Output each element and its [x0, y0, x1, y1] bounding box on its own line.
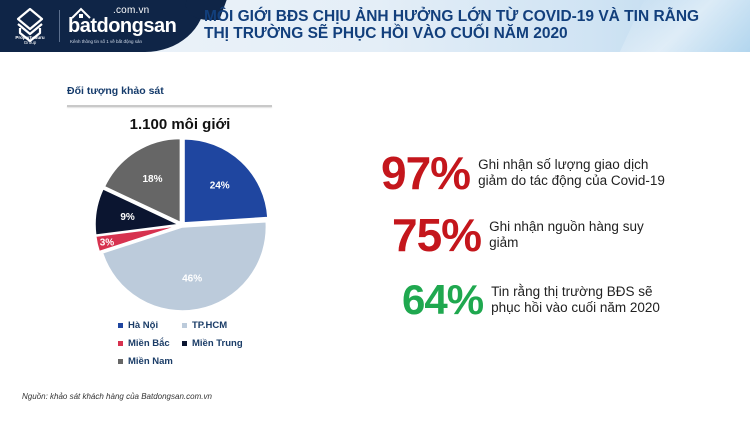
pie-slice-h-n-i — [183, 138, 269, 224]
pie-slice-mi-n-b-c — [94, 224, 180, 253]
pie-slice-label: 24% — [210, 180, 230, 191]
stat-transactions-decline: 97% Ghi nhận số lượng giao dịch giảm do … — [381, 150, 688, 196]
pie-slice-mi-n-nam — [103, 137, 182, 224]
legend-item-tp-hcm: TP.HCM — [182, 320, 227, 331]
stat-description: Tin rằng thị trường BĐS sẽ phục hồi vào … — [491, 284, 701, 316]
legend-label: Miền Nam — [128, 356, 173, 367]
stat-description: Ghi nhận số lượng giao dịch giảm do tác … — [478, 157, 688, 189]
pie-chart: 24% 46% 3% 9% 18% — [94, 137, 269, 312]
brand-primary-name: PropertyGuru — [15, 35, 45, 40]
logo-divider — [59, 10, 60, 42]
legend-label: Miền Bắc — [128, 338, 170, 349]
brand-primary-sub: Group — [23, 40, 37, 45]
pie-slice-tp-hcm — [101, 220, 268, 312]
section-divider — [67, 105, 272, 107]
source-note: Nguồn: khảo sát khách hàng của Batdongsa… — [22, 392, 212, 401]
pie-slice-label: 9% — [120, 212, 135, 223]
pie-slice-label: 46% — [182, 274, 202, 285]
stat-supply-decline: 75% Ghi nhận nguồn hàng suy giảm — [392, 212, 699, 258]
legend-item-mien-bac: Miền Bắc — [118, 338, 170, 349]
survey-section-label: Đối tượng khảo sát — [67, 85, 164, 97]
legend-label: TP.HCM — [192, 320, 228, 331]
legend-item-ha-noi: Hà Nội — [118, 320, 158, 331]
stat-value: 75% — [392, 209, 482, 261]
stat-text-line: Ghi nhận số lượng giao dịch — [478, 157, 649, 172]
house-icon — [71, 7, 91, 19]
title-line-2: THỊ TRƯỜNG SẼ PHỤC HỒI VÀO CUỐI NĂM 2020 — [204, 25, 568, 42]
legend-swatch — [118, 341, 123, 346]
stat-text-line: giảm do tác động của Covid-19 — [478, 173, 665, 188]
stat-text-line: Ghi nhận nguồn hàng suy — [489, 219, 644, 234]
legend-item-mien-trung: Miền Trung — [182, 338, 243, 349]
legend-label: Hà Nội — [128, 320, 159, 331]
legend-swatch — [182, 323, 187, 328]
stat-market-recovery: 64% Tin rằng thị trường BĐS sẽ phục hồi … — [402, 277, 701, 323]
header-banner: PropertyGuru Group .com.vn batdongsan Kê… — [0, 0, 750, 52]
legend-swatch — [118, 359, 123, 364]
stat-text-line: giảm — [489, 235, 519, 250]
propertyguru-wordmark: PropertyGuru Group — [4, 35, 56, 45]
pie-slice-label: 18% — [142, 174, 162, 185]
title-line-1: MÔI GIỚI BĐS CHỊU ẢNH HƯỞNG LỚN TỪ COVID… — [204, 8, 700, 25]
stat-value: 64% — [402, 276, 484, 323]
legend-swatch — [118, 323, 123, 328]
batdongsan-tagline: Kênh thông tin số 1 về bất động sản — [70, 39, 143, 44]
stat-description: Ghi nhận nguồn hàng suy giảm — [489, 219, 699, 251]
stat-text-line: Tin rằng thị trường BĐS sẽ — [491, 284, 653, 299]
batdongsan-domain: .com.vn — [113, 5, 150, 16]
legend-item-mien-nam: Miền Nam — [118, 356, 173, 367]
logo-block: PropertyGuru Group .com.vn batdongsan Kê… — [0, 0, 205, 52]
pie-slice-label: 3% — [100, 237, 115, 248]
propertyguru-logo-icon — [16, 7, 44, 43]
stat-value: 97% — [381, 147, 471, 199]
legend-label: Miền Trung — [192, 338, 243, 349]
pie-slice-mi-n-trung — [94, 187, 182, 236]
chart-title: 1.100 môi giới — [129, 116, 231, 133]
page-title: MÔI GIỚI BĐS CHỊU ẢNH HƯỞNG LỚN TỪ COVID… — [204, 8, 724, 42]
legend-swatch — [182, 341, 187, 346]
stat-text-line: phục hồi vào cuối năm 2020 — [491, 300, 660, 315]
batdongsan-wordmark: batdongsan — [68, 15, 177, 37]
